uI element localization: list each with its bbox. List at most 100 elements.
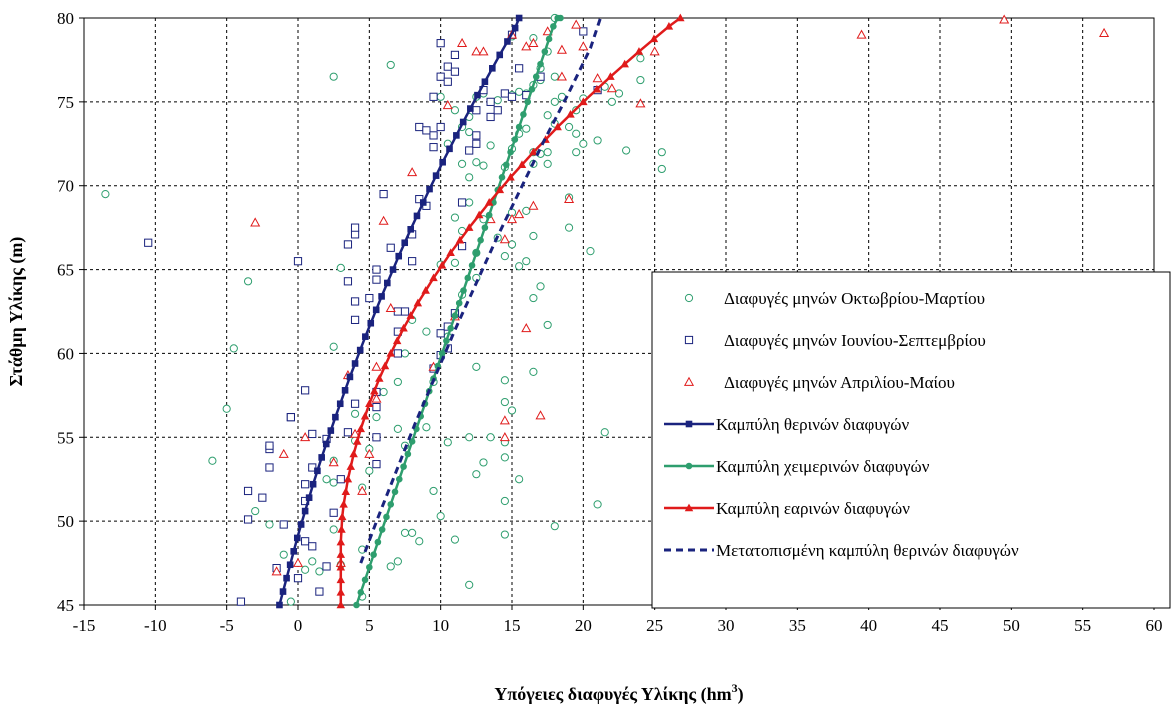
scatter-point [393,557,402,566]
scatter-point [550,522,559,531]
line-point [515,123,523,131]
scatter-point [350,315,360,324]
scatter-point [556,71,567,81]
line-point [399,323,408,332]
line-point [386,348,395,357]
line-point [375,374,384,382]
x-tick-label: -10 [144,616,167,635]
x-axis-title: Υπόγειες διαφυγές Υλίκης (hm3) [494,681,743,705]
scatter-point [578,41,589,51]
y-tick-label: 50 [57,512,74,531]
scatter-point [479,161,488,170]
legend-item-1: Διαφυγές μηνών Οκτωβρίου-Μαρτίου [684,289,985,308]
line-point [507,148,514,156]
line-point [495,185,505,194]
line-point [432,172,440,179]
line-series-3 [336,13,685,609]
scatter-point [436,329,445,338]
scatter-point [649,46,660,56]
line-point [553,122,562,131]
scatter-point [635,98,646,108]
line-point [506,172,515,181]
scatter-point [450,50,460,59]
line-point [511,24,519,32]
line-point [336,550,346,558]
line-point [318,454,325,461]
line-point [606,72,615,80]
scatter-point [515,87,524,96]
line-point [511,136,519,143]
line-point [515,14,523,22]
scatter-point [493,106,502,115]
scatter-point [343,428,353,437]
scatter-point [379,387,388,397]
line-point [529,147,538,156]
legend-marker [685,420,693,428]
scatter-point [229,344,238,353]
scatter-point [465,580,474,589]
line-point [474,91,481,99]
legend-item-4: Καμπύλη θερινών διαφυγών [664,415,909,434]
x-tick-label: 5 [365,616,374,635]
scatter-point [521,41,532,51]
scatter-point [593,136,602,145]
y-tick-label: 55 [57,428,74,447]
scatter-point [301,480,310,489]
line-point [592,84,602,93]
line-point [378,526,386,533]
line-point [537,60,544,68]
line-point [361,576,369,584]
line-point [351,360,359,367]
scatter-point [543,320,552,330]
scatter-point [436,72,445,81]
scatter-point [393,424,402,433]
y-tick-label: 65 [57,261,74,280]
scatter-point [308,557,317,566]
scatter-point [222,404,231,413]
scatter-point [507,406,517,415]
line-point [395,252,403,260]
scatter-point [564,193,575,203]
scatter-point [265,441,274,450]
line-point [460,287,467,294]
scatter-point [522,206,531,215]
scatter-point [556,44,567,54]
line-point [279,588,287,595]
scatter-point [422,423,431,432]
scatter-point [499,234,510,244]
line-point [349,449,358,458]
legend-marker [684,503,694,512]
legend-item-7: Μετατοπισμένη καμπύλη θερινών διαφυγών [664,541,1019,560]
line-point [339,499,348,508]
line-point [676,13,685,22]
scatter-point [507,240,517,249]
scatter-point [329,342,338,351]
scatter-point [329,478,338,487]
scatter-point [101,190,110,199]
scatter-point [350,409,360,418]
line-point [419,199,427,206]
line-point [447,324,454,332]
line-point [504,38,511,45]
line-point [337,512,347,521]
line-point [346,462,356,470]
x-tick-label: 45 [932,616,949,635]
scatter-point [243,486,253,496]
scatter-point [478,46,489,56]
line-point [305,494,313,501]
y-tick-label: 70 [57,177,74,196]
line-point [485,211,493,219]
scatter-point [450,213,460,222]
line-point [437,260,447,269]
scatter-point [500,397,509,407]
scatter-point [329,508,338,517]
line-point [541,48,549,55]
line-point [481,224,489,231]
scatter-point [386,60,395,70]
line-point [455,299,463,307]
scatter-point [472,131,481,140]
scatter-point [371,393,382,403]
line-point [327,427,335,434]
line-point [566,110,575,118]
